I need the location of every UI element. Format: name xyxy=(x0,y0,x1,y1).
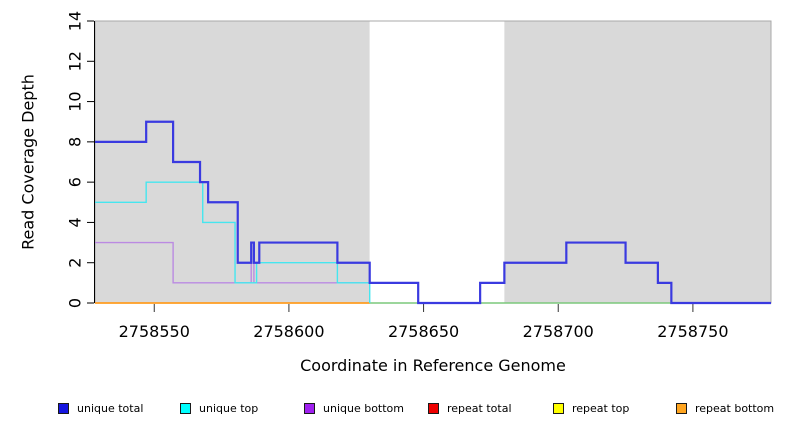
y-tick-label: 12 xyxy=(66,51,85,71)
repeat-bottom-swatch-icon xyxy=(676,402,687,414)
y-tick-label: 2 xyxy=(66,258,85,268)
legend-item-unique-total: unique total xyxy=(58,399,143,417)
legend-label: repeat top xyxy=(572,401,630,415)
unique-total-swatch-icon xyxy=(58,402,69,414)
legend-item-repeat-top: repeat top xyxy=(553,399,629,417)
x-tick-label: 2758750 xyxy=(657,322,728,341)
legend-item-unique-top: unique top xyxy=(180,399,258,417)
legend-label: repeat bottom xyxy=(695,401,775,415)
region-covered-left xyxy=(95,21,370,303)
y-tick-label: 6 xyxy=(66,177,85,187)
x-tick-label: 2758700 xyxy=(523,322,594,341)
x-axis-title: Coordinate in Reference Genome xyxy=(300,356,566,375)
legend-label: unique total xyxy=(77,401,144,415)
legend: unique total unique top unique bottom re… xyxy=(0,399,792,417)
coverage-plot-svg: 0 2 4 6 8 10 12 14 2758550 2758600 2758650 2758700 2… xyxy=(66,11,772,341)
y-tick-label: 4 xyxy=(66,217,85,227)
legend-item-repeat-total: repeat total xyxy=(428,399,512,417)
region-gap-region xyxy=(369,22,505,303)
region-covered-right xyxy=(504,21,771,303)
series-unique-top xyxy=(95,181,371,303)
y-tick-label: 0 xyxy=(66,298,85,308)
legend-label: unique top xyxy=(199,401,259,415)
y-tick-label: 14 xyxy=(66,11,85,31)
y-tick-label: 8 xyxy=(66,137,85,147)
x-tick-label: 2758550 xyxy=(119,322,190,341)
repeat-total-swatch-icon xyxy=(428,402,439,414)
x-tick-label: 2758600 xyxy=(253,322,324,341)
unique-bottom-swatch-icon xyxy=(304,402,315,414)
legend-item-repeat-bottom: repeat bottom xyxy=(676,399,774,417)
legend-item-unique-bottom: unique bottom xyxy=(304,399,404,417)
y-axis-title: Read Coverage Depth xyxy=(18,74,38,250)
series-unique-total xyxy=(95,120,771,305)
unique-top-swatch-icon xyxy=(180,402,191,414)
legend-label: unique bottom xyxy=(323,401,405,415)
x-tick-label: 2758650 xyxy=(388,322,459,341)
y-tick-label: 10 xyxy=(66,91,85,111)
legend-label: repeat total xyxy=(447,401,512,415)
repeat-top-swatch-icon xyxy=(553,402,564,414)
